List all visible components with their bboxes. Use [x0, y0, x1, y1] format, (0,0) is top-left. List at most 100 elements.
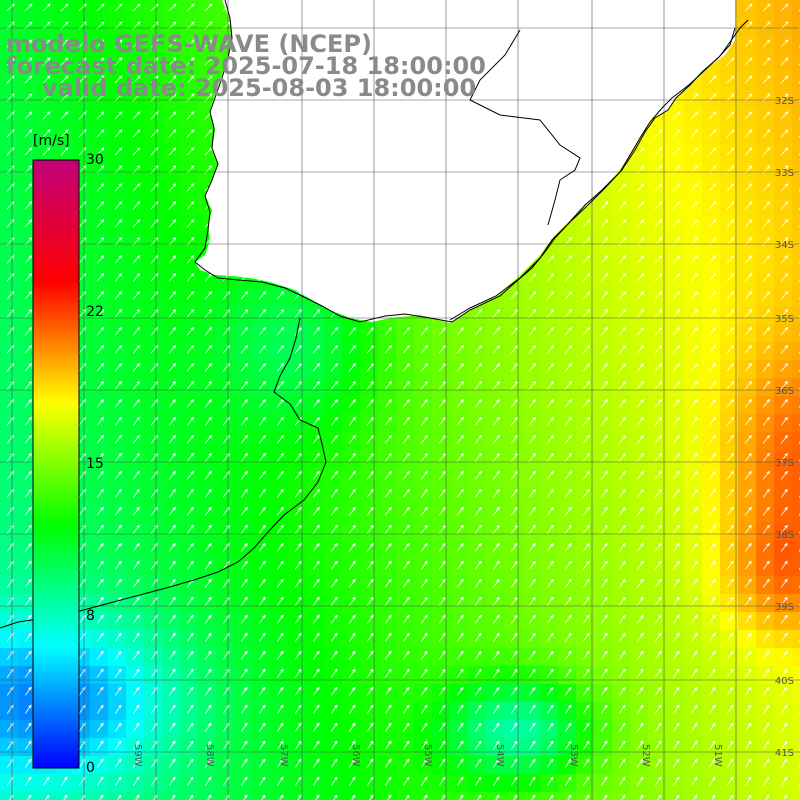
wind-arrow: [276, 452, 284, 462]
wind-arrow: [474, 506, 482, 516]
wind-arrow: [438, 578, 446, 588]
wind-arrow: [456, 614, 464, 624]
wind-arrow: [132, 309, 141, 318]
wind-arrow: [528, 542, 536, 552]
longitude-label: 51W: [712, 744, 723, 767]
wind-arrow: [258, 291, 267, 300]
wind-arrow: [744, 776, 752, 786]
wind-arrow: [258, 488, 266, 498]
wind-arrow: [690, 722, 698, 732]
wind-arrow: [672, 273, 681, 282]
wind-arrow: [384, 650, 392, 660]
wind-arrow: [186, 542, 194, 552]
wind-arrow: [582, 758, 590, 768]
wind-arrow: [582, 434, 590, 444]
field-cell: [792, 306, 800, 325]
wind-arrow: [528, 704, 536, 714]
field-cell: [792, 180, 800, 199]
wind-arrow: [582, 506, 590, 516]
wind-arrow: [312, 380, 320, 390]
wind-arrow: [42, 3, 51, 12]
wind-arrow: [222, 327, 231, 336]
wind-arrow: [276, 344, 285, 354]
wind-arrow: [621, 794, 626, 800]
wind-arrow: [294, 632, 302, 642]
wind-arrow: [690, 434, 698, 444]
wind-arrow: [492, 542, 500, 552]
wind-arrow: [654, 452, 662, 462]
wind-arrow: [96, 57, 105, 66]
wind-arrow: [744, 578, 752, 588]
wind-arrow: [168, 3, 177, 12]
field-cell: [324, 792, 343, 800]
wind-arrow: [456, 632, 464, 642]
wind-arrow: [204, 596, 212, 606]
wind-arrow: [168, 344, 177, 354]
wind-arrow: [690, 201, 699, 210]
wind-arrow: [294, 578, 302, 588]
wind-arrow: [114, 542, 122, 552]
wind-arrow: [276, 506, 284, 516]
wind-arrow: [582, 327, 591, 336]
wind-arrow: [456, 416, 464, 426]
wind-arrow: [600, 668, 608, 678]
wind-arrow: [96, 740, 104, 750]
wind-arrow: [420, 344, 429, 354]
wind-arrow: [204, 362, 213, 372]
wind-arrow: [294, 452, 302, 462]
wind-arrow: [528, 668, 536, 678]
wind-arrow: [546, 686, 554, 696]
wind-arrow: [456, 470, 464, 480]
wind-arrow: [654, 219, 663, 228]
field-cell: [54, 792, 73, 800]
wind-arrow: [96, 470, 104, 480]
wind-arrow: [492, 416, 500, 426]
wind-arrow: [114, 560, 122, 570]
field-cell: [630, 792, 649, 800]
wind-arrow: [276, 560, 284, 570]
wind-arrow: [294, 560, 302, 570]
wind-arrow: [96, 201, 105, 210]
wind-arrow: [780, 632, 788, 642]
wind-arrow: [528, 380, 536, 390]
wind-arrow: [618, 758, 626, 768]
wind-arrow: [96, 255, 105, 264]
wind-arrow: [690, 309, 699, 318]
wind-arrow: [276, 632, 284, 642]
wind-arrow: [546, 740, 554, 750]
wind-arrow: [186, 758, 194, 768]
wind-arrow: [240, 776, 248, 786]
wind-arrow: [168, 129, 177, 138]
wind-arrow: [744, 129, 753, 138]
wind-arrow: [96, 524, 104, 534]
wind-arrow: [564, 309, 573, 318]
wind-arrow: [636, 524, 644, 534]
wind-arrow: [582, 722, 590, 732]
wind-arrow: [438, 416, 446, 426]
wind-arrow: [258, 416, 266, 426]
field-cell: [612, 792, 631, 800]
field-cell: [792, 594, 800, 613]
wind-arrow: [672, 614, 680, 624]
wind-arrow: [582, 668, 590, 678]
wind-arrow: [744, 686, 752, 696]
wind-arrow: [564, 344, 573, 354]
wind-arrow: [672, 506, 680, 516]
wind-arrow: [690, 327, 699, 336]
wind-arrow: [348, 740, 356, 750]
wind-arrow: [132, 668, 140, 678]
wind-arrow: [6, 416, 14, 426]
wind-arrow: [384, 327, 393, 336]
wind-arrow: [315, 794, 320, 800]
wind-arrow: [546, 273, 555, 282]
wind-arrow: [168, 57, 177, 66]
latitude-label: 38S: [775, 530, 794, 541]
wind-arrow: [528, 686, 536, 696]
wind-arrow: [726, 75, 735, 84]
wind-arrow: [402, 434, 410, 444]
wind-arrow: [240, 291, 249, 300]
wind-arrow: [780, 758, 788, 768]
wind-arrow: [654, 632, 662, 642]
wind-arrow: [672, 434, 680, 444]
wind-arrow: [132, 488, 140, 498]
